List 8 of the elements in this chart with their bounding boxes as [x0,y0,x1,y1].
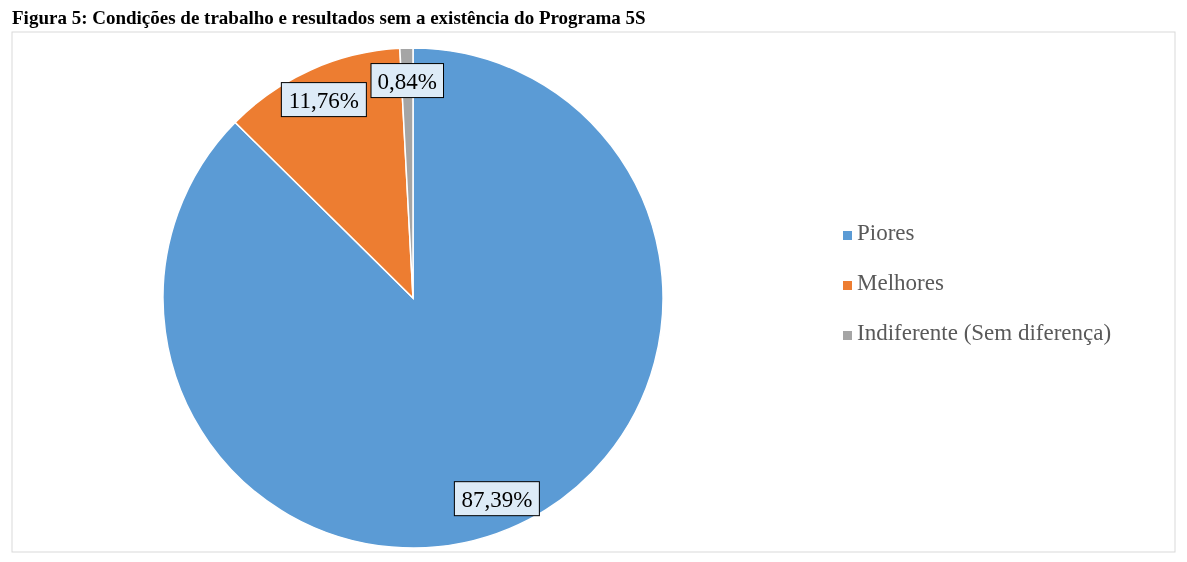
legend-label: Indiferente (Sem diferença) [857,320,1112,345]
legend-label: Piores [857,220,915,245]
data-label: 0,84% [377,68,437,94]
data-label: 11,76% [288,87,359,113]
chart-title: Figura 5: Condições de trabalho e resultados sem a existência do Programa 5S [12,7,646,28]
data-label: 87,39% [461,486,533,512]
pie-slice [162,47,664,549]
legend-label: Melhores [857,270,944,295]
